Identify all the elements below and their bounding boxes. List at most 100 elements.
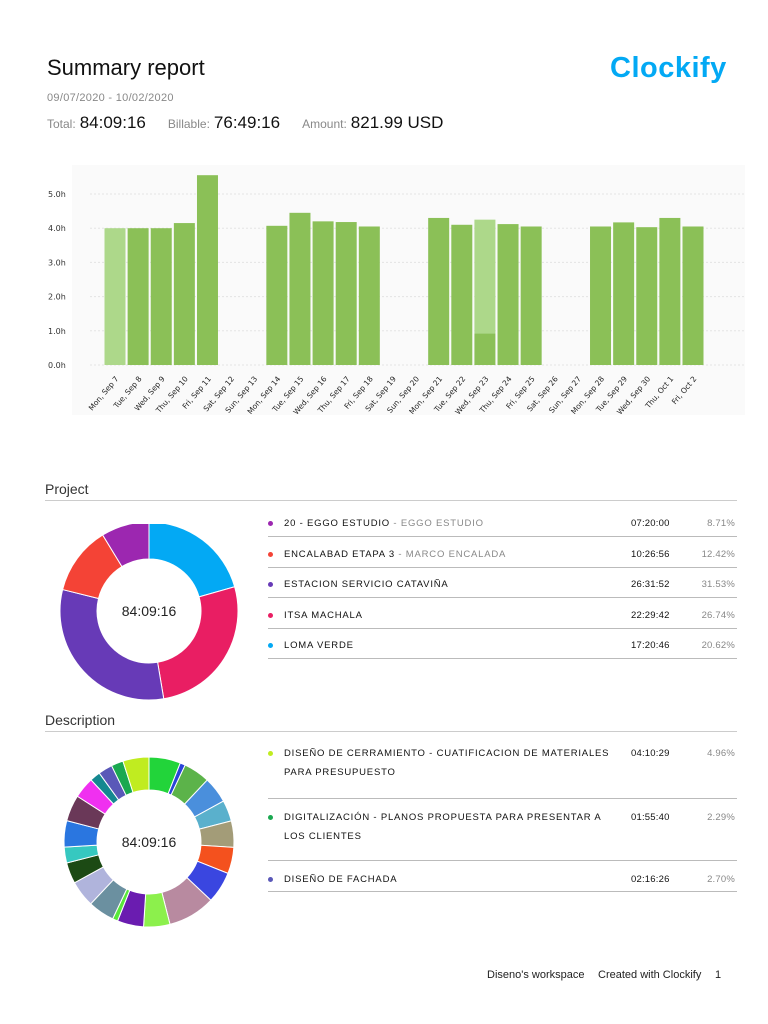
project-percentage: 20.62%: [701, 640, 735, 651]
total-label: Total:: [47, 117, 76, 131]
bar-segment: [682, 226, 704, 365]
project-row: ENCALABAD ETAPA 3 - MARCO ENCALADA 10:26…: [268, 545, 737, 568]
y-tick-label: 2.0h: [48, 293, 66, 302]
bar-segment: [104, 228, 126, 365]
billable-label: Billable:: [167, 117, 210, 131]
project-duration: 07:20:00: [631, 518, 670, 529]
project-donut-chart: [59, 524, 239, 701]
bar-segment: [173, 223, 195, 365]
date-range: 09/07/2020 - 10/02/2020: [47, 92, 174, 104]
project-duration: 10:26:56: [631, 548, 670, 560]
color-dot-icon: [268, 612, 273, 618]
description-duration: 02:16:26: [631, 874, 670, 885]
bar-segment: [636, 227, 658, 365]
y-tick-label: 0.0h: [48, 361, 66, 370]
project-duration: 22:29:42: [631, 609, 670, 621]
project-duration: 26:31:52: [631, 579, 670, 590]
bar-segment: [474, 333, 496, 365]
amount-value: 821.99 USD: [350, 113, 444, 132]
description-name: DIGITALIZACIÓN - PLANOS PROPUESTA PARA P…: [284, 808, 614, 846]
color-dot-icon: [268, 551, 273, 557]
color-dot-icon: [268, 751, 273, 756]
project-percentage: 8.71%: [707, 518, 735, 529]
donut-slice: [157, 586, 239, 700]
description-donut-chart: [63, 756, 235, 928]
bar-segment: [590, 226, 612, 365]
project-name: LOMA VERDE: [284, 636, 614, 655]
description-name: DISEÑO DE CERRAMIENTO - CUATIFICACION DE…: [284, 744, 614, 782]
footer-workspace: Diseno's workspace: [487, 969, 585, 981]
bar-segment: [613, 222, 635, 365]
description-name-text: DISEÑO DE CERRAMIENTO - CUATIFICACION DE…: [284, 748, 610, 778]
divider: [45, 731, 737, 732]
y-tick-label: 5.0h: [48, 190, 66, 199]
description-name-text: DISEÑO DE FACHADA: [284, 874, 398, 885]
project-percentage: 31.53%: [701, 579, 735, 590]
donut-slice: [102, 524, 150, 568]
description-duration: 04:10:29: [631, 748, 670, 759]
total-value: 84:09:16: [79, 113, 146, 132]
project-name-text: 20 - EGGO ESTUDIO: [284, 518, 390, 529]
project-row: 20 - EGGO ESTUDIO - EGGO ESTUDIO 07:20:0…: [268, 514, 737, 537]
project-row: LOMA VERDE 17:20:46 20.62%: [268, 636, 737, 659]
project-name-text: ESTACION SERVICIO CATAVIÑA: [284, 579, 449, 590]
client-name: - MARCO ENCALADA: [394, 548, 507, 560]
footer-page-number: 1: [715, 969, 722, 981]
clockify-logo: Clockify: [610, 52, 727, 84]
project-heading: Project: [45, 481, 89, 497]
description-donut-total: 84:09:16: [121, 834, 177, 850]
amount-label: Amount:: [302, 117, 347, 131]
project-row: ITSA MACHALA 22:29:42 26.74%: [268, 606, 737, 629]
y-tick-label: 1.0h: [48, 327, 66, 336]
project-duration: 17:20:46: [631, 640, 670, 651]
bar-segment: [150, 228, 172, 365]
bar-segment: [497, 224, 519, 365]
project-percentage: 26.74%: [701, 609, 735, 621]
footer-created-with: Created with Clockify: [598, 969, 702, 981]
description-duration: 01:55:40: [631, 812, 670, 823]
color-dot-icon: [268, 582, 273, 587]
description-percentage: 4.96%: [707, 748, 735, 759]
bar-segment: [266, 225, 288, 365]
totals-bar: Total: 84:09:16 Billable: 76:49:16 Amoun…: [47, 113, 461, 133]
project-name-text: LOMA VERDE: [284, 640, 354, 651]
description-name: DISEÑO DE FACHADA: [284, 870, 614, 889]
project-name-text: ITSA MACHALA: [284, 609, 363, 621]
bar-segment: [474, 219, 496, 334]
donut-slice: [148, 524, 236, 598]
project-row: ESTACION SERVICIO CATAVIÑA 26:31:52 31.5…: [268, 575, 737, 598]
bar-segment: [196, 175, 218, 365]
donut-slice: [122, 756, 150, 794]
project-name-text: ENCALABAD ETAPA 3: [284, 548, 395, 560]
bar-segment: [428, 217, 450, 365]
description-percentage: 2.29%: [707, 812, 735, 823]
description-heading: Description: [45, 712, 116, 728]
bar-segment: [312, 221, 334, 365]
bar-segment: [127, 228, 149, 365]
description-percentage: 2.70%: [707, 874, 735, 885]
bar-segment: [451, 224, 473, 365]
bar-segment: [358, 226, 380, 365]
project-name: ESTACION SERVICIO CATAVIÑA: [284, 575, 614, 594]
project-name: ITSA MACHALA: [284, 606, 614, 625]
description-row: DIGITALIZACIÓN - PLANOS PROPUESTA PARA P…: [268, 808, 737, 861]
color-dot-icon: [268, 521, 273, 526]
color-dot-icon: [268, 815, 273, 820]
bar-segment: [659, 217, 681, 365]
y-tick-label: 4.0h: [48, 224, 66, 233]
project-percentage: 12.42%: [701, 548, 735, 560]
donut-slice: [59, 588, 165, 701]
client-name: - EGGO ESTUDIO: [389, 518, 484, 529]
page-title: Summary report: [47, 55, 205, 80]
description-row: DISEÑO DE CERRAMIENTO - CUATIFICACION DE…: [268, 744, 737, 799]
bar-segment: [289, 212, 311, 365]
color-dot-icon: [268, 643, 273, 648]
project-donut-total: 84:09:16: [121, 603, 177, 619]
description-name-text: DIGITALIZACIÓN - PLANOS PROPUESTA PARA P…: [284, 812, 601, 842]
project-name: ENCALABAD ETAPA 3 - MARCO ENCALADA: [284, 545, 614, 564]
bar-segment: [520, 226, 542, 365]
color-dot-icon: [268, 877, 273, 882]
y-tick-label: 3.0h: [48, 258, 66, 267]
